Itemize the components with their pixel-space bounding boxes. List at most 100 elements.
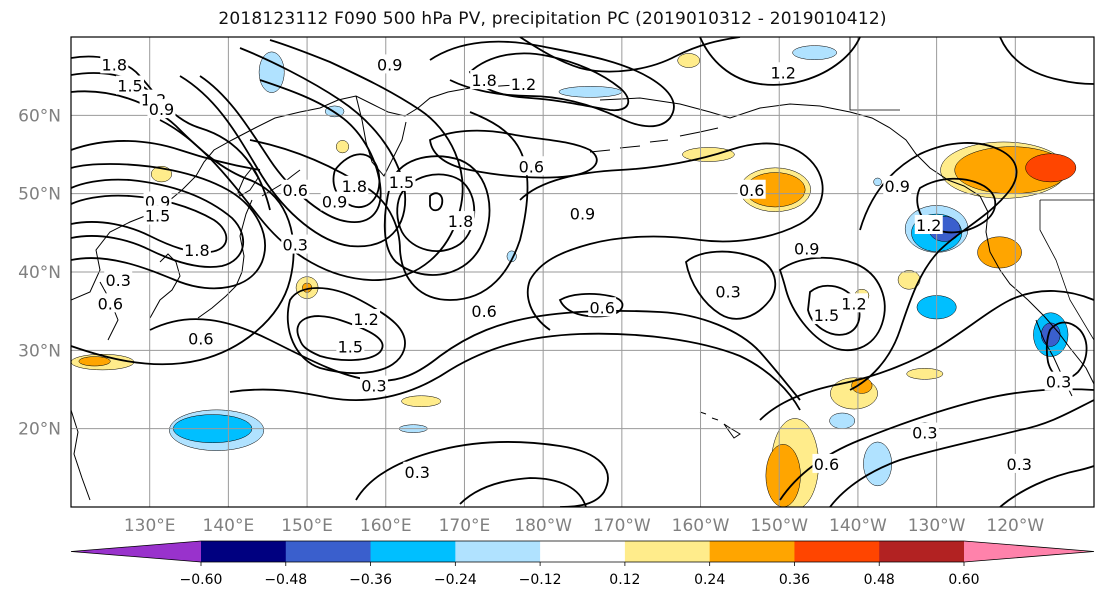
precip-blob	[873, 177, 882, 187]
contour-label: 0.6	[517, 156, 546, 176]
contour-label: 0.6	[470, 301, 499, 321]
contour-label-bg	[568, 203, 597, 223]
lon-tick-label: 150°W	[750, 516, 808, 536]
colorbar-tick-label: −0.60	[180, 572, 223, 588]
pv-contour	[149, 309, 801, 401]
lon-tick-label: 160°E	[360, 516, 412, 536]
contour-label: 0.3	[104, 269, 133, 290]
contour-label: 1.2	[914, 215, 943, 235]
pv-contour	[519, 37, 741, 73]
contour-label: 0.9	[568, 203, 597, 223]
contour-label-bg	[359, 375, 388, 395]
pv-contour	[849, 142, 1018, 391]
colorbar-segment	[71, 541, 201, 562]
pv-contour	[999, 465, 1094, 507]
contour-label: 1.8	[446, 211, 475, 231]
precip-blob	[851, 377, 873, 394]
pv-contour	[807, 284, 861, 336]
pv-contour	[71, 72, 271, 211]
contour-label-bg	[517, 156, 546, 176]
lon-tick-label: 160°W	[672, 516, 730, 536]
contour-label-text: 0.3	[405, 463, 430, 482]
contour-label-text: 1.8	[471, 71, 496, 90]
precip-blob	[558, 86, 623, 98]
coastline-north-america	[979, 195, 1094, 385]
contour-label-text: 0.9	[570, 204, 595, 223]
pv-contour	[229, 332, 801, 411]
pv-contour	[355, 441, 609, 507]
lat-tick-label: 60°N	[18, 106, 61, 126]
contour-label-bg	[186, 328, 215, 348]
contour-label-text: 1.5	[389, 173, 414, 192]
precip-blob	[829, 412, 856, 429]
contour-label-text: 0.6	[739, 181, 764, 200]
contour-label: 0.3	[1005, 453, 1034, 474]
contour-label-text: 0.6	[519, 157, 544, 176]
contour-label-bg	[792, 238, 821, 258]
contour-label: 0.9	[792, 238, 821, 259]
contour-label: 0.6	[737, 179, 766, 200]
pv-contour	[71, 194, 228, 254]
contour-label: 1.2	[352, 309, 381, 329]
precip-blob	[1025, 153, 1077, 183]
pv-contour	[71, 163, 266, 290]
pv-contours	[71, 37, 1094, 507]
pv-contour	[71, 140, 261, 171]
contour-label-bg	[910, 422, 939, 442]
contour-label: 0.3	[1044, 371, 1073, 392]
coastline-asia	[71, 83, 531, 301]
contour-label-bg	[143, 205, 172, 225]
contour-label-text: 0.6	[283, 181, 308, 200]
contour-label-bg	[281, 234, 310, 254]
lon-tick-label: 170°E	[439, 516, 491, 536]
contour-label-text: 1.5	[145, 207, 170, 226]
pv-contour	[199, 75, 382, 223]
precip-blob	[78, 356, 111, 367]
contour-label-bg	[446, 211, 475, 231]
pv-contour	[383, 155, 491, 276]
pv-contour	[468, 52, 630, 112]
contour-label: 1.2	[509, 74, 538, 94]
coastline-aleutians	[589, 127, 719, 153]
lon-tick-label: 170°W	[593, 516, 651, 536]
contour-label-text: 1.2	[511, 75, 536, 94]
contour-label-text: 0.3	[1046, 373, 1071, 392]
pv-contour	[429, 40, 675, 128]
contour-label: 0.6	[96, 293, 125, 313]
pv-contour	[296, 315, 384, 361]
contour-label-text: 0.9	[322, 193, 347, 212]
contour-label-bg	[737, 179, 766, 199]
contour-label: 0.9	[147, 99, 176, 119]
contour-label-bg	[182, 240, 211, 260]
colorbar-tick-label: 0.36	[779, 572, 810, 588]
colorbar-segment	[709, 541, 795, 562]
contour-label-bg	[812, 453, 841, 473]
colorbar-tick-label: 0.12	[609, 572, 640, 588]
contour-label-text: 0.6	[98, 294, 123, 313]
precip-blob	[401, 395, 442, 407]
pv-contour	[429, 192, 444, 212]
colorbar-segment	[370, 541, 456, 562]
pv-contour	[699, 37, 861, 86]
contour-label-bg	[883, 175, 912, 195]
lat-tick-label: 50°N	[18, 185, 61, 205]
map-title: 2018123112 F090 500 hPa PV, precipitatio…	[218, 9, 887, 29]
pv-contour	[71, 178, 245, 268]
contour-label-bg	[340, 175, 369, 195]
pv-contour	[759, 290, 1094, 421]
lat-tick-label: 20°N	[18, 420, 61, 440]
pv-contour	[999, 37, 1094, 85]
contour-label-text: 0.3	[361, 377, 386, 396]
colorbar-segment	[964, 541, 1094, 562]
contour-label: 0.3	[714, 281, 743, 302]
contour-label-text: 0.3	[105, 271, 130, 290]
pv-contour	[459, 477, 587, 507]
lon-tick-label: 120°W	[986, 516, 1044, 536]
contour-label-text: 1.2	[841, 294, 866, 313]
contour-label-bg	[714, 281, 743, 301]
contour-label: 0.3	[281, 234, 310, 255]
contour-label: 1.5	[116, 75, 145, 96]
contour-label-text: 1.8	[342, 177, 367, 196]
precip-blob	[792, 45, 837, 60]
